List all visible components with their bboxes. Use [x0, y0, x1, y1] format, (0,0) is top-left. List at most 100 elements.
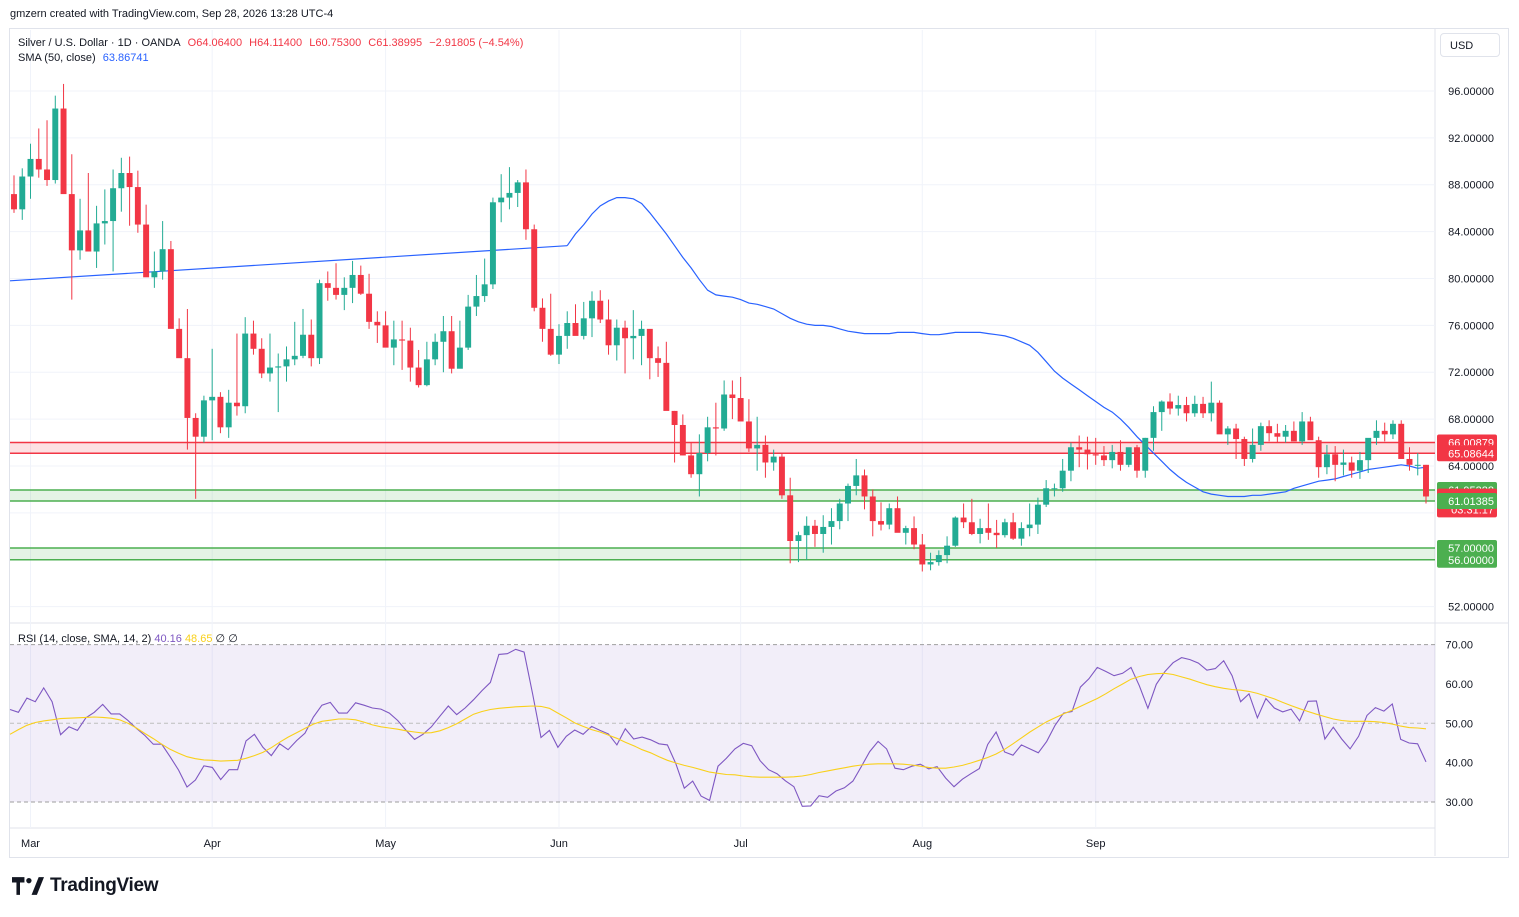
candle [853, 458, 860, 496]
candle-body [1414, 464, 1421, 466]
candle-body [878, 521, 884, 525]
candle-body [308, 334, 315, 359]
candle-body [811, 525, 818, 534]
candle-body [737, 398, 744, 422]
candle [267, 333, 273, 382]
candle [1167, 393, 1173, 415]
candle-body [1109, 451, 1116, 461]
candle-body [836, 503, 843, 522]
sma-line-lead [9, 245, 568, 282]
candle [184, 308, 191, 450]
candle [134, 170, 141, 233]
support-zone [10, 489, 1435, 501]
candle-body [1183, 405, 1190, 414]
candle-body [1200, 403, 1207, 414]
candle-body [1348, 462, 1355, 471]
candle [1109, 444, 1116, 469]
candle-body [646, 328, 653, 359]
candle [1323, 444, 1330, 475]
candle-body [283, 359, 290, 367]
time-tick-label: Aug [913, 838, 933, 850]
candle [539, 298, 546, 342]
candle [919, 533, 926, 572]
candle-body [803, 525, 810, 536]
candle-body [184, 358, 191, 418]
candle [1282, 424, 1289, 443]
candle [1010, 512, 1017, 540]
candle-body [209, 396, 216, 401]
candle [762, 435, 769, 478]
candle [1150, 406, 1157, 451]
candle-body [407, 340, 414, 368]
candle [745, 399, 752, 452]
rsi-legend-label[interactable]: RSI (14, close, SMA, 14, 2) [18, 633, 152, 645]
candle-body [630, 335, 637, 339]
candle-body [1084, 449, 1091, 455]
price-tick-label: 92.00000 [1448, 133, 1494, 145]
candle [126, 156, 133, 226]
candle-body [1191, 403, 1198, 414]
candle [1067, 442, 1074, 482]
candle [456, 320, 463, 369]
candle [110, 169, 117, 272]
candle-body [1266, 426, 1273, 434]
candle-body [341, 287, 348, 295]
candle-body [11, 194, 17, 210]
candle [564, 311, 571, 349]
currency-button[interactable]: USD [1440, 33, 1500, 57]
candle [985, 503, 992, 540]
candle [795, 531, 802, 563]
candle [787, 477, 794, 564]
candle-body [977, 528, 984, 534]
candle-body [556, 335, 562, 355]
candle-body [580, 318, 587, 336]
change-value: −2.91805 (−4.54%) [429, 37, 524, 49]
candle [341, 277, 348, 311]
candle-body [60, 108, 67, 195]
candle [324, 271, 331, 301]
low-value: L60.75300 [309, 37, 362, 49]
tradingview-logo[interactable]: TradingView [12, 875, 159, 897]
candle [845, 483, 851, 522]
candle [1092, 437, 1099, 465]
candle [159, 221, 166, 280]
candle [655, 346, 662, 377]
candle [68, 154, 75, 300]
candle [1084, 436, 1091, 470]
open-value: O64.06400 [187, 37, 243, 49]
candle [19, 168, 26, 220]
candle [886, 503, 893, 530]
candle [349, 260, 356, 304]
candle-body [85, 230, 92, 252]
candle [1365, 437, 1372, 474]
candle [1406, 447, 1413, 471]
candle [1315, 436, 1322, 478]
candle [1389, 420, 1396, 440]
candle [1340, 449, 1347, 476]
candle [258, 338, 265, 379]
candle-body [1381, 430, 1388, 435]
chart-frame [9, 28, 1509, 858]
candle [200, 395, 207, 443]
candle [993, 519, 1000, 549]
candle-body [1282, 430, 1289, 437]
candle [1241, 436, 1248, 466]
sma-legend-label[interactable]: SMA (50, close) [18, 52, 96, 64]
candle [935, 550, 942, 566]
rsi-sma-legend-value: 48.65 [184, 633, 213, 645]
candle-body [1117, 451, 1124, 465]
symbol-title[interactable]: Silver / U.S. Dollar · 1D · OANDA [18, 37, 181, 49]
price-tick-label: 80.00000 [1448, 273, 1494, 285]
candle-body [911, 528, 918, 545]
rsi-line [9, 648, 1427, 807]
candle-body [498, 197, 505, 203]
candle [547, 293, 554, 356]
candle [176, 318, 183, 359]
candle-body [291, 355, 298, 360]
candle-body [869, 496, 876, 522]
candle [432, 333, 439, 366]
candle-body [1150, 412, 1157, 438]
candle [811, 519, 818, 547]
candle [1348, 456, 1355, 478]
